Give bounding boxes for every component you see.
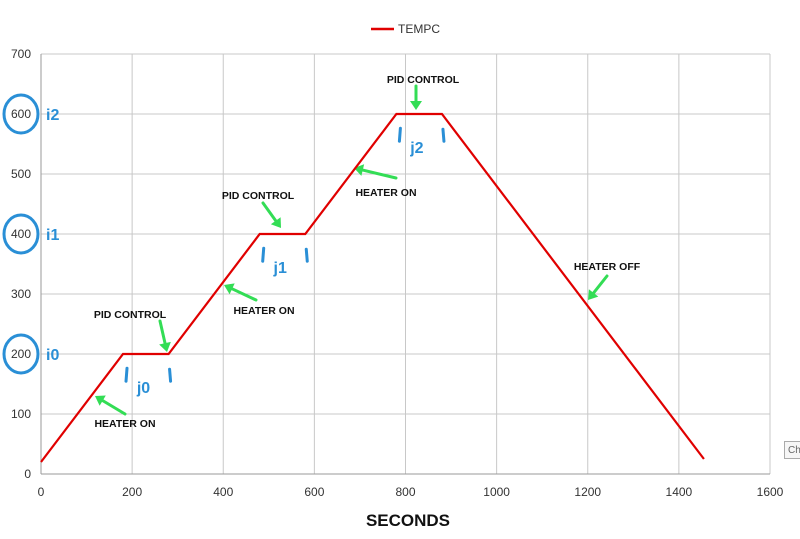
annotations: HEATER ON PID CONTROL HEATER ON PID CONTROL…	[94, 74, 641, 430]
side-tab[interactable]: Ch	[784, 441, 800, 459]
annotation-arrow	[230, 287, 258, 302]
annotation-label: PID CONTROL	[387, 74, 460, 86]
y-tick-label: 400	[11, 227, 31, 241]
segment-mark-label: j1	[273, 260, 287, 277]
x-tick-label: 1200	[574, 485, 601, 499]
x-tick-label: 200	[122, 485, 142, 499]
level-mark-label: i2	[46, 107, 59, 124]
annotation-arrow	[158, 319, 167, 345]
annotation-label: HEATER ON	[94, 418, 155, 430]
x-tick-label: 1600	[757, 485, 784, 499]
annotation-arrowhead	[588, 289, 599, 300]
level-mark-label: i0	[46, 347, 59, 364]
annotation-label: HEATER ON	[233, 305, 294, 317]
segment-end-tick	[304, 247, 309, 263]
x-tick-label: 400	[213, 485, 233, 499]
annotation-arrow	[361, 168, 398, 180]
segment-mark-label: j2	[409, 140, 423, 157]
segment-end-tick	[441, 127, 446, 143]
annotation-arrowhead	[95, 395, 106, 406]
annotation-arrowhead	[224, 283, 235, 295]
annotation-arrow	[261, 201, 278, 223]
annotation-label: HEATER OFF	[574, 261, 641, 273]
x-tick-label: 1400	[666, 485, 693, 499]
annotation-arrow	[592, 274, 609, 295]
level-mark-label: i1	[46, 227, 59, 244]
y-tick-label: 500	[11, 167, 31, 181]
level-circle	[2, 93, 40, 135]
y-tick-label: 700	[11, 47, 31, 61]
annotation-arrowhead	[159, 341, 171, 352]
segment-start-tick	[397, 126, 402, 143]
legend: TEMPC	[371, 22, 440, 36]
y-tick-label: 0	[24, 467, 31, 481]
x-tick-label: 0	[38, 485, 45, 499]
y-tick-label: 100	[11, 407, 31, 421]
level-circle	[2, 213, 40, 255]
annotation-arrow	[101, 399, 127, 416]
x-tick-label: 600	[304, 485, 324, 499]
x-tick-label: 800	[395, 485, 415, 499]
annotation-arrowhead	[270, 217, 281, 228]
level-circle	[2, 333, 40, 375]
x-axis-label: SECONDS	[366, 511, 450, 530]
y-tick-label: 300	[11, 287, 31, 301]
series-line-tempc	[40, 112, 705, 463]
axes: 0 100 200 300 400 500 600 700 0 200 400 600 800 1000 1…	[11, 47, 784, 499]
x-tick-label: 1000	[483, 485, 510, 499]
legend-label: TEMPC	[398, 22, 440, 36]
segment-start-tick	[124, 366, 129, 383]
segment-mark-label: j0	[136, 380, 150, 397]
y-tick-label: 600	[11, 107, 31, 121]
segment-end-tick	[168, 367, 173, 383]
annotation-arrowhead	[410, 101, 422, 110]
segment-start-tick	[261, 246, 266, 263]
level-marks: i0 i1 i2 j0 j1 j2	[2, 93, 446, 397]
y-tick-label: 200	[11, 347, 31, 361]
annotation-label: PID CONTROL	[222, 190, 295, 202]
annotation-label: HEATER ON	[355, 187, 416, 199]
series-layer	[40, 112, 705, 463]
annotation-label: PID CONTROL	[94, 309, 167, 321]
